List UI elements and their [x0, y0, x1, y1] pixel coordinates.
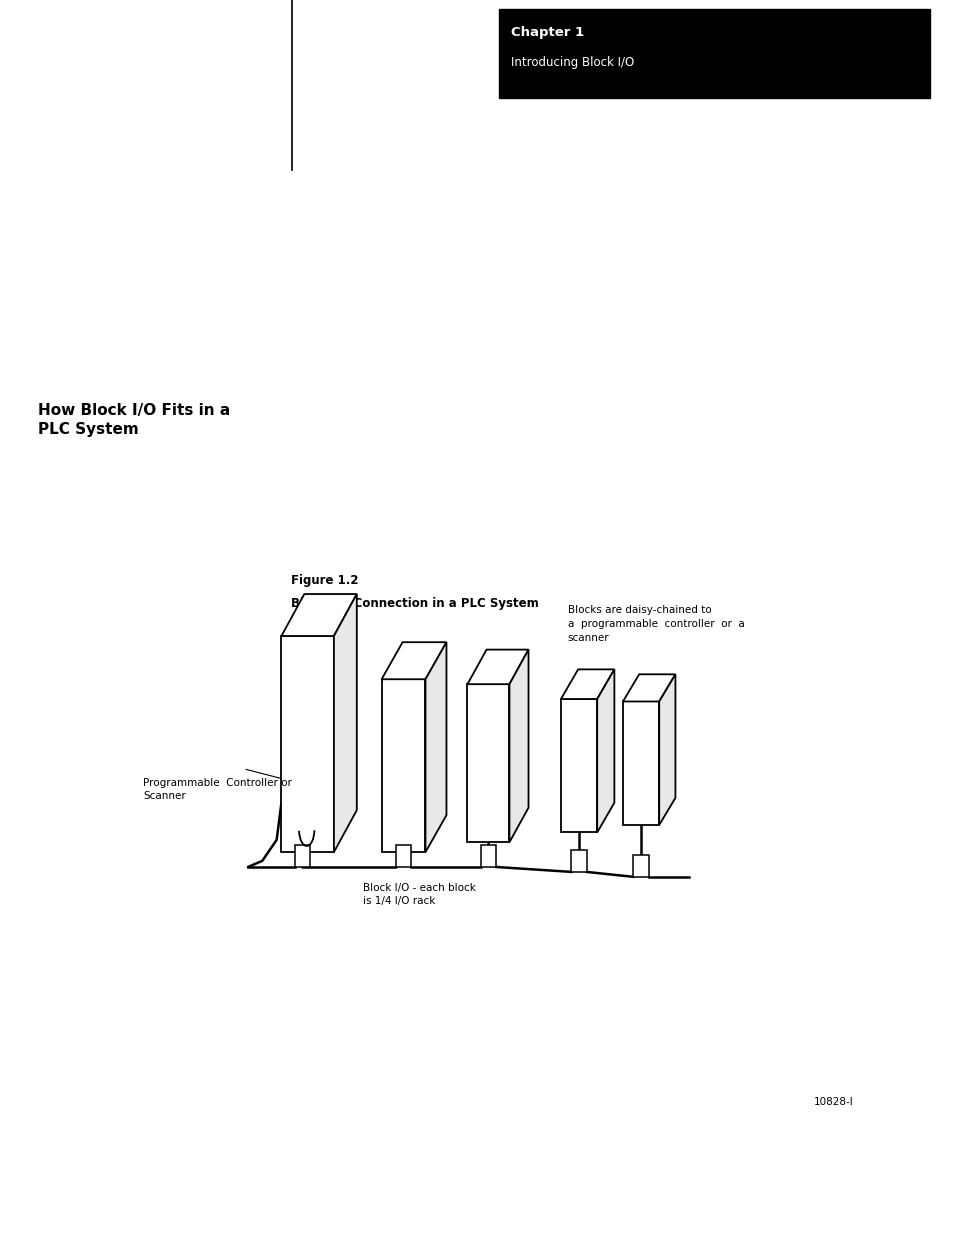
Polygon shape [622, 674, 675, 701]
FancyBboxPatch shape [498, 9, 929, 98]
Text: Chapter 1: Chapter 1 [511, 26, 584, 40]
Text: 10828-I: 10828-I [813, 1097, 853, 1107]
Text: Block I/O Connection in a PLC System: Block I/O Connection in a PLC System [291, 597, 538, 610]
Polygon shape [622, 701, 659, 825]
Polygon shape [467, 684, 509, 842]
Text: Programmable  Controller or
Scanner: Programmable Controller or Scanner [143, 778, 292, 802]
Polygon shape [560, 699, 597, 832]
Polygon shape [509, 650, 528, 842]
Polygon shape [597, 669, 614, 832]
Text: How Block I/O Fits in a
PLC System: How Block I/O Fits in a PLC System [38, 403, 231, 437]
Bar [633, 855, 648, 877]
Polygon shape [659, 674, 675, 825]
Polygon shape [281, 636, 334, 852]
Polygon shape [425, 642, 446, 852]
Text: Introducing Block I/O: Introducing Block I/O [511, 56, 634, 69]
Bar [480, 845, 496, 867]
Bar [571, 850, 586, 872]
Polygon shape [334, 594, 356, 852]
Text: Blocks are daisy-chained to
a  programmable  controller  or  a
scanner: Blocks are daisy-chained to a programmab… [567, 605, 743, 643]
Polygon shape [467, 650, 528, 684]
Polygon shape [560, 669, 614, 699]
Polygon shape [381, 679, 425, 852]
Polygon shape [281, 594, 356, 636]
Bar [294, 845, 310, 867]
Text: Figure 1.2: Figure 1.2 [291, 574, 358, 588]
Polygon shape [381, 642, 446, 679]
Text: Block I/O - each block
is 1/4 I/O rack: Block I/O - each block is 1/4 I/O rack [362, 883, 475, 906]
Bar [395, 845, 411, 867]
